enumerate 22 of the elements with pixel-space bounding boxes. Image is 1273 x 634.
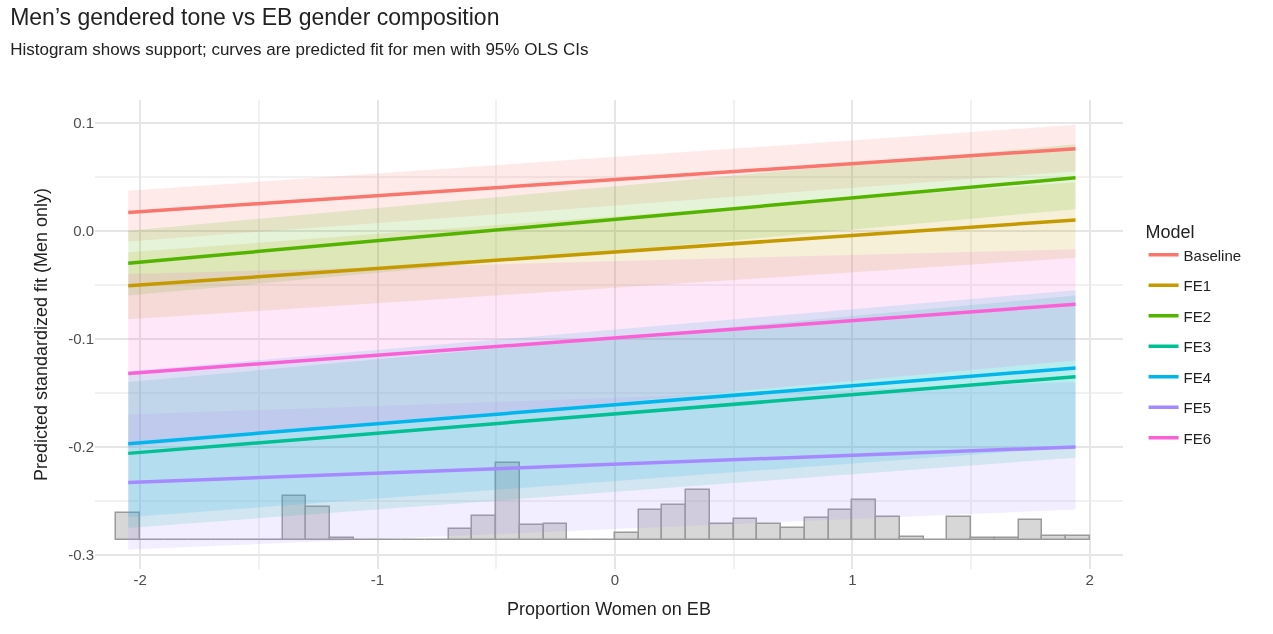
x-tick-label: -1 <box>370 571 385 588</box>
legend-title: Model <box>1145 222 1195 243</box>
y-tick-label: -0.1 <box>68 330 94 348</box>
x-tick-label: 1 <box>848 571 857 588</box>
legend-label: FE4 <box>1183 368 1212 386</box>
legend-label: FE6 <box>1183 429 1212 447</box>
y-tick-label: 0.1 <box>73 113 94 131</box>
legend-label: FE5 <box>1183 399 1212 416</box>
x-tick-label: 0 <box>610 571 620 588</box>
legend-label: Baseline <box>1183 246 1242 264</box>
y-tick-label: -0.2 <box>68 438 94 456</box>
legend-label: FE3 <box>1183 338 1212 355</box>
x-axis-title: Proportion Women on EB <box>507 599 711 620</box>
x-tick-label: -2 <box>133 571 147 588</box>
y-axis-title: Predicted standardized fit (Men only) <box>31 187 52 482</box>
chart-title: Men’s gendered tone vs EB gender composition <box>10 4 500 31</box>
y-tick-label: -0.3 <box>68 546 94 564</box>
y-tick-label: 0.0 <box>73 222 94 240</box>
chart-subtitle: Histogram shows support; curves are predicted fit for men with 95% OLS CIs <box>10 40 589 60</box>
legend-label: FE1 <box>1183 277 1212 294</box>
x-tick-label: 2 <box>1085 571 1094 588</box>
legend-label: FE2 <box>1183 307 1212 325</box>
